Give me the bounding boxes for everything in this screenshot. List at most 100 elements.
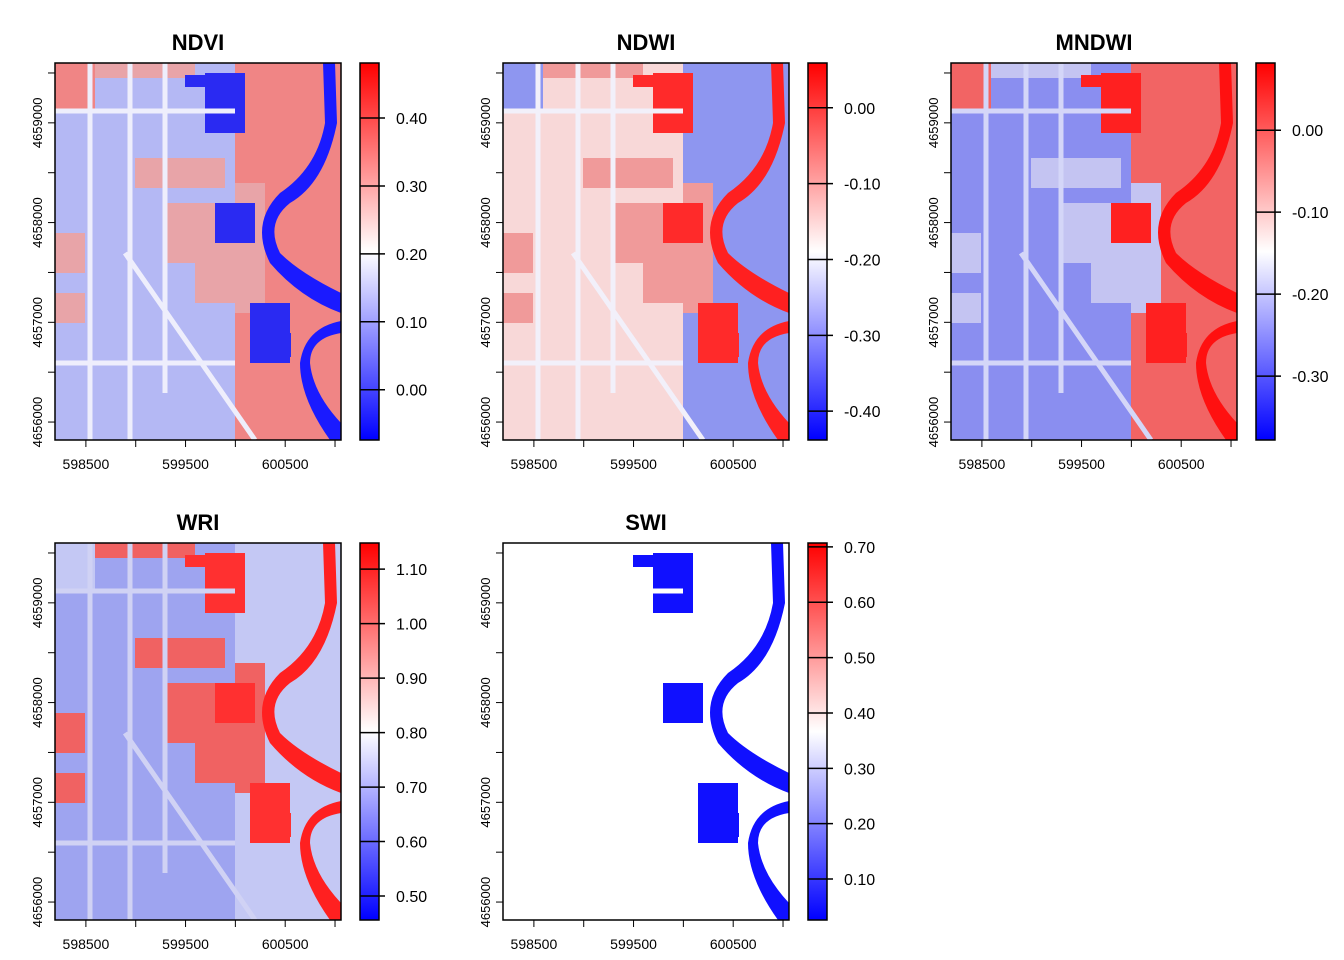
plot-frame (54, 62, 342, 441)
colorbar-tick-label: 0.00 (844, 101, 875, 118)
colorbar-tick-label: 0.00 (396, 383, 427, 400)
raster-urban (613, 638, 673, 668)
raster-urban (1061, 158, 1121, 188)
raster-water (748, 801, 789, 920)
colorbar-tick-label: -0.10 (844, 177, 881, 194)
raster-pond (1081, 75, 1131, 87)
y-tick-label: 4658000 (478, 197, 493, 248)
x-tick-label: 600500 (1158, 456, 1205, 472)
raster-pond (215, 213, 255, 243)
raster-urban (951, 233, 981, 273)
panel-wri: WRI 598500 599500 600500 4656000 4657000 46580… (30, 510, 427, 952)
raster-urban (95, 543, 195, 558)
x-tick-label: 600500 (262, 456, 309, 472)
raster-road (55, 543, 235, 920)
raster-road (570, 251, 706, 440)
colorbar-tick-label: -0.30 (844, 328, 881, 345)
raster-pond (215, 203, 255, 215)
x-tick-label: 599500 (162, 936, 209, 952)
colorbar-tick-label: 0.30 (844, 761, 875, 778)
colorbar-tick-label: 0.50 (396, 889, 427, 906)
raster-urban (95, 63, 195, 78)
raster-urban (55, 773, 85, 803)
raster-pond (185, 75, 235, 87)
x-tick-label: 598500 (63, 456, 110, 472)
raster-pond (663, 683, 703, 695)
panel-swi: SWI 598500 599500 600500 4656000 4657000 46580… (478, 510, 875, 952)
raster-urban (503, 713, 533, 753)
raster-urban (951, 293, 981, 323)
raster-pond (1111, 203, 1151, 215)
y-tick-label: 4659000 (478, 98, 493, 149)
raster-field (603, 393, 653, 440)
colorbar-tick-label: 0.10 (396, 315, 427, 332)
raster-water (710, 543, 789, 793)
y-tick-label: 4656000 (30, 397, 45, 448)
raster-pond (725, 333, 739, 357)
raster-pond (1173, 333, 1187, 357)
x-tick-label: 598500 (63, 936, 110, 952)
x-tick-label: 599500 (610, 456, 657, 472)
raster-pond (277, 813, 291, 837)
colorbar-tick-label: 0.90 (396, 671, 427, 688)
raster-image (503, 543, 789, 920)
raster-pond (215, 693, 255, 723)
raster-water (748, 321, 789, 440)
colorbar-tick-label: -0.10 (1292, 205, 1329, 222)
raster-urban (1131, 183, 1161, 313)
y-tick-label: 4656000 (30, 877, 45, 928)
raster-urban (55, 293, 85, 323)
raster-road (122, 251, 258, 440)
y-tick-label: 4659000 (30, 98, 45, 149)
panel-ndvi: NDVI 598500 599500 600500 4656000 4657000 4658… (30, 30, 427, 472)
raster-road (570, 731, 706, 920)
y-tick-label: 4657000 (478, 777, 493, 828)
raster-image (503, 63, 789, 440)
panel-title: WRI (177, 510, 220, 535)
x-tick-label: 599500 (1058, 456, 1105, 472)
panel-title: NDWI (617, 30, 676, 55)
raster-road (55, 63, 235, 440)
colorbar-tick-label: 0.80 (396, 726, 427, 743)
x-tick-label: 600500 (710, 456, 757, 472)
raster-image (55, 543, 341, 920)
raster-urban (543, 63, 643, 78)
raster-image (55, 63, 341, 440)
y-tick-label: 4658000 (926, 197, 941, 248)
raster-urban (503, 233, 533, 273)
colorbar-tick-label: 0.70 (396, 780, 427, 797)
raster-urban (1031, 158, 1061, 188)
raster-field (155, 873, 205, 920)
colorbar-tick-label: -0.20 (1292, 287, 1329, 304)
raster-water (262, 543, 341, 793)
y-tick-label: 4659000 (926, 98, 941, 149)
raster-field (155, 393, 205, 440)
colorbar-tick-label: 0.20 (844, 817, 875, 834)
colorbar-tick-label: 1.10 (396, 562, 427, 579)
plot-frame (54, 542, 342, 921)
plot-frame (502, 62, 790, 441)
raster-urban (165, 638, 225, 668)
raster-road (122, 731, 258, 920)
raster-pond (1111, 213, 1151, 243)
x-tick-label: 599500 (162, 456, 209, 472)
colorbar-tick-label: -0.40 (844, 404, 881, 421)
y-tick-label: 4657000 (30, 297, 45, 348)
raster-pond (633, 555, 683, 567)
raster-water (300, 321, 341, 440)
panel-mndwi: MNDWI 598500 599500 600500 4656000 4657000 465… (926, 30, 1329, 472)
colorbar-tick-label: -0.30 (1292, 369, 1329, 386)
raster-road (1018, 251, 1154, 440)
raster-urban (613, 158, 673, 188)
raster-urban (991, 63, 1091, 78)
raster-pond (725, 813, 739, 837)
colorbar-tick-label: 0.30 (396, 179, 427, 196)
colorbar-tick-label: 0.70 (844, 540, 875, 557)
colorbar-tick-label: 0.60 (396, 835, 427, 852)
raster-water (1196, 321, 1237, 440)
raster-pond (185, 555, 235, 567)
raster-pond (277, 333, 291, 357)
raster-image (951, 63, 1237, 440)
panel-title: SWI (625, 510, 667, 535)
